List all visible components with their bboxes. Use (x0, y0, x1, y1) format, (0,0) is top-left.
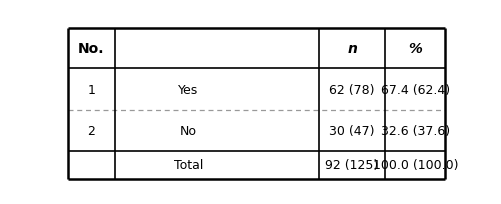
Text: No: No (180, 124, 197, 137)
Text: 92 (125): 92 (125) (326, 159, 379, 172)
Text: 30 (47): 30 (47) (329, 124, 375, 137)
Text: Yes: Yes (178, 83, 198, 96)
Text: 62 (78): 62 (78) (329, 83, 375, 96)
Text: 1: 1 (87, 83, 95, 96)
Text: 67.4 (62.4): 67.4 (62.4) (381, 83, 450, 96)
Text: 32.6 (37.6): 32.6 (37.6) (381, 124, 450, 137)
Text: 2: 2 (87, 124, 95, 137)
Text: 100.0 (100.0): 100.0 (100.0) (373, 159, 458, 172)
Text: %: % (408, 42, 422, 56)
Text: Total: Total (174, 159, 203, 172)
Text: n: n (347, 42, 357, 56)
Text: No.: No. (78, 42, 105, 56)
